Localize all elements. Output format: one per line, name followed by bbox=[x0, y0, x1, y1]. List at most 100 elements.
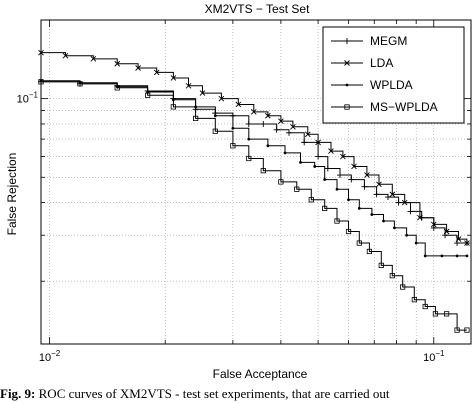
x-tick-label-base: 10 bbox=[423, 352, 435, 364]
data-point bbox=[335, 187, 339, 191]
data-point bbox=[407, 208, 414, 215]
series-1 bbox=[38, 49, 470, 246]
data-point bbox=[304, 131, 311, 138]
caption-label: Fig. 9: bbox=[0, 386, 36, 401]
data-point bbox=[294, 186, 300, 192]
series-3 bbox=[38, 79, 470, 333]
legend-item: LDA bbox=[331, 56, 393, 70]
data-point bbox=[135, 65, 141, 71]
y-tick-label-base: 10 bbox=[17, 94, 29, 106]
data-point bbox=[400, 284, 406, 290]
data-point bbox=[357, 207, 361, 210]
legend-label: MS−WPLDA bbox=[370, 100, 438, 114]
data-point bbox=[260, 120, 267, 127]
data-point bbox=[444, 311, 450, 317]
data-point bbox=[389, 191, 396, 198]
data-point bbox=[245, 120, 252, 127]
data-point bbox=[170, 75, 177, 81]
legend-swatch-marker bbox=[344, 38, 350, 44]
data-point bbox=[283, 151, 287, 155]
data-point bbox=[414, 241, 418, 245]
legend-item: MS−WPLDA bbox=[331, 100, 438, 114]
data-point bbox=[278, 118, 284, 124]
data-point bbox=[170, 104, 176, 110]
data-point bbox=[376, 181, 382, 188]
x-tick-label-exponent: −1 bbox=[435, 349, 445, 358]
data-point bbox=[336, 172, 343, 179]
data-point bbox=[401, 199, 408, 206]
data-point bbox=[213, 114, 217, 118]
data-point bbox=[430, 221, 437, 228]
legend-label: WPLDA bbox=[370, 78, 413, 92]
data-point bbox=[278, 179, 284, 185]
data-point bbox=[348, 176, 355, 183]
data-point bbox=[465, 254, 469, 258]
x-tick-label: 10−2 bbox=[39, 349, 61, 364]
figure-caption: Fig. 9: ROC curves of XM2VTS - test set … bbox=[0, 384, 474, 403]
axis-ticks: 10−2 10−110−1 bbox=[17, 19, 471, 364]
data-point bbox=[423, 254, 427, 258]
data-point bbox=[361, 183, 368, 190]
data-point bbox=[422, 303, 428, 310]
data-point bbox=[328, 148, 334, 154]
chart-title: XM2VTS − Test Set bbox=[205, 2, 310, 16]
data-point bbox=[405, 233, 409, 237]
y-tick-label: 10−1 bbox=[17, 91, 39, 106]
data-point bbox=[351, 163, 357, 170]
data-point bbox=[250, 109, 257, 115]
data-point bbox=[315, 139, 321, 146]
legend-label: MEGM bbox=[370, 34, 407, 48]
data-point bbox=[315, 153, 322, 160]
legend-swatch-marker bbox=[344, 104, 350, 110]
x-tick-label: 10−1 bbox=[423, 349, 445, 364]
data-point bbox=[356, 240, 362, 246]
data-point bbox=[185, 82, 192, 89]
legend-item: MEGM bbox=[331, 34, 407, 48]
data-point bbox=[38, 79, 44, 85]
data-point bbox=[247, 137, 251, 141]
data-point bbox=[454, 327, 460, 333]
data-point bbox=[308, 197, 314, 203]
data-point bbox=[382, 219, 385, 223]
series-group bbox=[38, 49, 470, 333]
data-point bbox=[370, 213, 374, 216]
data-point bbox=[443, 228, 450, 235]
data-point bbox=[345, 228, 352, 235]
data-point bbox=[464, 327, 470, 333]
data-point bbox=[313, 165, 317, 168]
data-point bbox=[199, 90, 206, 96]
legend-swatch-marker bbox=[345, 83, 349, 87]
data-point bbox=[440, 254, 444, 258]
data-point bbox=[432, 311, 439, 317]
data-point bbox=[62, 52, 69, 59]
data-point bbox=[265, 112, 271, 119]
data-point bbox=[366, 248, 373, 255]
data-point bbox=[212, 128, 218, 134]
data-point bbox=[266, 144, 270, 148]
legend-label: LDA bbox=[370, 56, 393, 70]
data-point bbox=[114, 60, 121, 67]
data-point bbox=[322, 205, 328, 212]
plot-frame bbox=[40, 19, 472, 345]
data-point bbox=[299, 161, 302, 164]
data-point bbox=[77, 81, 83, 87]
legend-swatch-marker bbox=[344, 60, 350, 66]
data-point bbox=[373, 191, 380, 198]
data-point bbox=[145, 92, 151, 98]
data-point bbox=[230, 143, 236, 149]
data-point bbox=[455, 236, 462, 242]
data-point bbox=[430, 224, 437, 231]
data-point bbox=[246, 155, 252, 162]
data-point bbox=[384, 194, 391, 201]
data-point bbox=[417, 214, 423, 221]
series-line bbox=[41, 81, 467, 331]
data-point bbox=[38, 49, 44, 56]
data-point bbox=[218, 95, 225, 102]
data-point bbox=[389, 273, 395, 279]
data-point bbox=[393, 226, 396, 230]
data-point bbox=[347, 198, 350, 202]
data-point bbox=[455, 254, 459, 258]
data-point bbox=[411, 297, 417, 303]
data-point bbox=[364, 172, 370, 178]
x-tick-label-base: 10 bbox=[39, 352, 51, 364]
